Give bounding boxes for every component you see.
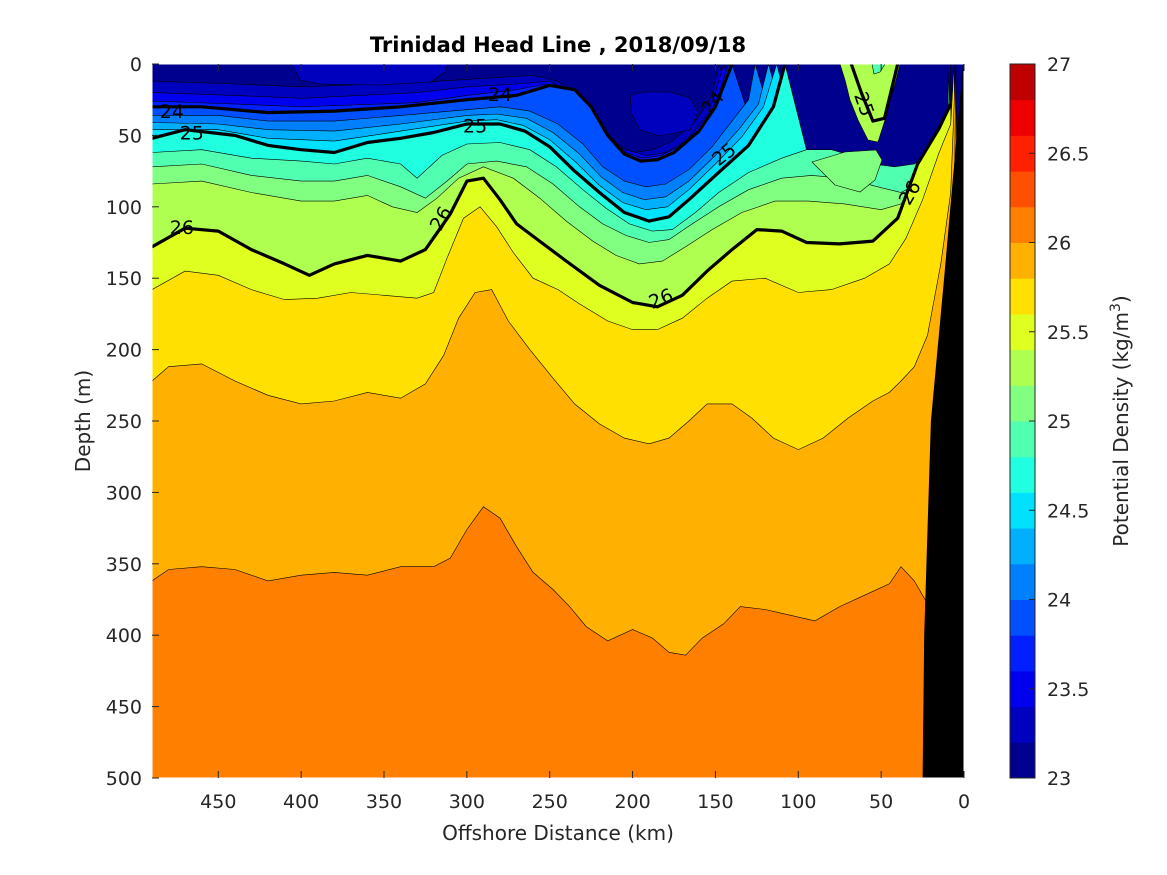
x-tick-label: 400 — [283, 791, 319, 813]
nearshore-light-patch — [839, 64, 901, 143]
colorbar-tick-label: 25.5 — [1047, 322, 1089, 344]
y-tick-label: 450 — [106, 697, 142, 719]
colorbar-swatch — [1010, 456, 1035, 493]
y-tick-label: 500 — [106, 768, 142, 790]
colorbar-swatch — [1010, 349, 1035, 386]
colorbar-swatch — [1010, 278, 1035, 315]
isopycnal-lines — [152, 64, 953, 309]
y-axis-ticks: 0 50 100 150 200 250 300 350 400 450 500 — [106, 54, 159, 790]
y-axis-label: Depth (m) — [71, 370, 95, 472]
nearshore-teal-patch — [871, 64, 886, 75]
x-tick-label: 200 — [614, 791, 650, 813]
surface-patch-dark — [289, 64, 449, 86]
colorbar-tick-label: 23.5 — [1047, 679, 1089, 701]
x-axis-label: Offshore Distance (km) — [442, 821, 674, 845]
y-tick-label: 250 — [106, 411, 142, 433]
colorbar-tick-label: 23 — [1047, 768, 1071, 790]
y-tick-label: 0 — [130, 54, 142, 76]
colorbar-tick-label: 25 — [1047, 411, 1071, 433]
colorbar-swatch — [1010, 635, 1035, 672]
x-tick-label: 50 — [869, 791, 893, 813]
x-tick-label: 150 — [697, 791, 733, 813]
deep-blue-core — [629, 91, 699, 137]
colorbar-swatch — [1010, 64, 1035, 101]
contour-label-25: 25 — [463, 115, 487, 137]
contour-label-24: 24 — [488, 84, 512, 106]
y-tick-label: 400 — [106, 625, 142, 647]
colorbar-swatch — [1010, 706, 1035, 743]
x-tick-label: 0 — [958, 791, 970, 813]
y-tick-label: 50 — [118, 125, 142, 147]
colorbar-tick-label: 27 — [1047, 54, 1071, 76]
isopycnal-26-line — [152, 103, 953, 309]
x-axis-ticks: 450 400 350 300 250 200 150 100 50 0 — [200, 64, 970, 813]
isopycnal-25-line — [152, 64, 787, 223]
colorbar-swatch — [1010, 528, 1035, 565]
colorbar-tick-label: 26 — [1047, 233, 1071, 255]
density-bands — [152, 64, 964, 778]
colorbar-swatch — [1010, 206, 1035, 243]
colorbar-tick-label: 24.5 — [1047, 500, 1089, 522]
x-tick-label: 350 — [366, 791, 402, 813]
x-tick-label: 450 — [200, 791, 236, 813]
y-tick-label: 200 — [106, 340, 142, 362]
x-tick-label: 250 — [532, 791, 568, 813]
colorbar-swatch — [1010, 99, 1035, 136]
y-tick-label: 350 — [106, 554, 142, 576]
colorbar-swatch — [1010, 563, 1035, 600]
x-tick-label: 300 — [449, 791, 485, 813]
colorbar-swatch — [1010, 421, 1035, 458]
colorbar-swatch — [1010, 242, 1035, 279]
colorbar-label: Potential Density (kg/m3) — [1108, 295, 1133, 546]
contour-label-24: 24 — [160, 101, 184, 123]
contour-label-25: 25 — [180, 123, 204, 145]
colorbar-tick-label: 26.5 — [1047, 143, 1089, 165]
seafloor-mask — [922, 64, 964, 778]
colorbar-swatch — [1010, 742, 1035, 779]
y-tick-label: 300 — [106, 482, 142, 504]
isopycnal-24-line — [152, 64, 734, 163]
chart-title: Trinidad Head Line , 2018/09/18 — [370, 33, 746, 57]
colorbar-swatch — [1010, 385, 1035, 422]
colorbar-ticks: 23 23.5 24 24.5 25 25.5 26 26.5 27 — [1029, 54, 1089, 790]
colorbar-swatch — [1010, 171, 1035, 208]
y-tick-label: 100 — [106, 197, 142, 219]
density-bumps — [289, 64, 901, 193]
x-tick-label: 100 — [780, 791, 816, 813]
colorbar-swatch — [1010, 599, 1035, 636]
y-tick-label: 150 — [106, 268, 142, 290]
colorbar-tick-label: 24 — [1047, 590, 1071, 612]
isopycnal-25-line — [849, 64, 900, 123]
band-26-75 — [152, 64, 964, 778]
nearshore-green-patch — [811, 149, 883, 193]
contour-label-26: 26 — [170, 217, 194, 239]
